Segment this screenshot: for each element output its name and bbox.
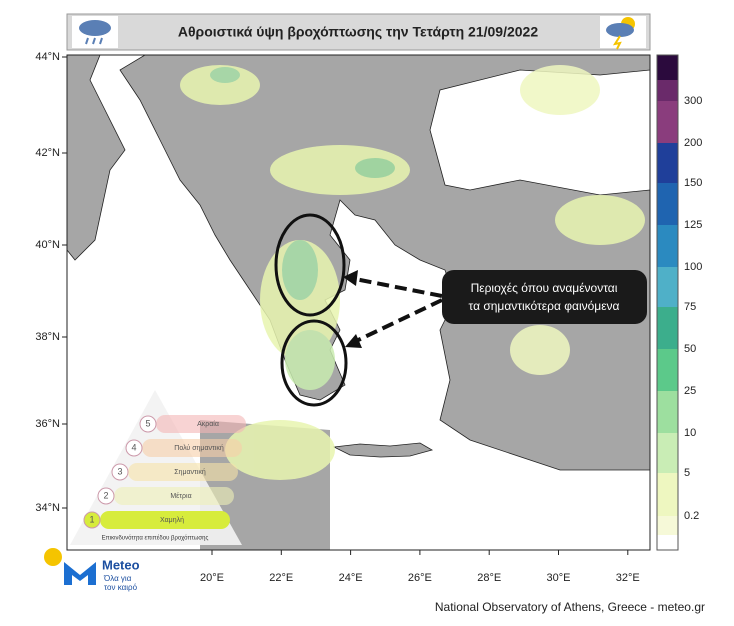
arrow-head: [343, 270, 358, 286]
colorbar-label: 300: [684, 95, 702, 107]
colorbar-segment: [657, 143, 678, 183]
lat-label: 38°N: [35, 331, 60, 343]
credit: National Observatory of Athens, Greece -…: [435, 600, 705, 614]
highlight-ellipse: [274, 213, 346, 317]
logo-tagline: τον καιρό: [104, 583, 138, 592]
land-italy: [67, 55, 126, 261]
risk-badge: [139, 415, 157, 433]
lat-label: 34°N: [35, 502, 60, 514]
colorbar-label: 100: [684, 261, 702, 273]
risk-number: 3: [117, 466, 122, 476]
risk-bar: [100, 511, 230, 529]
colorbar-label: 75: [684, 301, 696, 313]
lon-label: 22°E: [269, 572, 293, 584]
lon-label: 20°E: [200, 572, 224, 584]
colorbar-segment: [657, 307, 678, 349]
map-title: Αθροιστικά ύψη βροχόπτωσης την Τετάρτη 2…: [178, 24, 538, 40]
risk-label: Ακραία: [197, 420, 219, 428]
risk-label: Σημαντική: [174, 469, 206, 476]
colorbar-segment: [657, 473, 678, 516]
arrow: [351, 298, 443, 345]
highlight-ellipse: [280, 319, 348, 407]
risk-caption: Επικινδυνότητα επιπέδου βροχόπτωσης: [102, 535, 209, 542]
colorbar-label: 150: [684, 177, 702, 189]
map-area: Περιοχές όπου αναμένονται τα σημαντικότε…: [67, 55, 650, 550]
risk-badge: [83, 511, 101, 529]
arrow: [349, 276, 443, 298]
lat-label: 42°N: [35, 147, 60, 159]
colorbar-segment: [657, 183, 678, 225]
logo-name: Meteo: [102, 557, 140, 572]
risk-legend: 5 Ακραία 4 Πολύ σημαντική 3 Σημαντική 2 Μέτρια 1…: [70, 390, 246, 545]
colorbar-segment: [657, 55, 678, 80]
colorbar-segment: [657, 535, 678, 550]
colorbar-label: 5: [684, 467, 690, 479]
annotation-text: Περιοχές όπου αναμένονται: [471, 281, 618, 295]
colorbar-label: 50: [684, 343, 696, 355]
risk-badge: [111, 463, 129, 481]
colorbar-label: 200: [684, 137, 702, 149]
risk-bar: [114, 487, 234, 505]
colorbar-label: 10: [684, 427, 696, 439]
colorbar-segment: [657, 516, 678, 535]
logo-tagline: Όλα για: [103, 574, 132, 583]
risk-number: 4: [131, 442, 136, 452]
colorbar-label: 25: [684, 385, 696, 397]
risk-label: Χαμηλή: [160, 517, 184, 524]
storm-icon: [600, 16, 646, 50]
colorbar-segment: [657, 349, 678, 391]
lat-label: 40°N: [35, 239, 60, 251]
lat-label: 44°N: [35, 51, 60, 63]
lat-label: 36°N: [35, 418, 60, 430]
colorbar-segment: [657, 101, 678, 143]
colorbar-segment: [657, 391, 678, 433]
land-crete: [332, 442, 434, 458]
title-bar: [66, 13, 651, 51]
annotation-text: τα σημαντικότερα φαινόμενα: [469, 299, 620, 313]
arrow-head: [345, 334, 362, 348]
colorbar-segment: [657, 267, 678, 307]
colorbar-segment: [657, 433, 678, 473]
colorbar-label: 0.2: [684, 510, 699, 522]
lon-label: 32°E: [616, 572, 640, 584]
risk-bar: [156, 415, 246, 433]
colorbar-label: 125: [684, 219, 702, 231]
rain-patches: [180, 65, 645, 480]
lon-label: 28°E: [477, 572, 501, 584]
lon-label: 24°E: [339, 572, 363, 584]
colorbar-segment: [657, 80, 678, 101]
risk-bar: [142, 439, 242, 457]
colorbar: 300 200 150 125 100 75 50 25 10 5 0.2: [656, 54, 702, 551]
logo: Meteo Όλα για τον καιρό: [44, 548, 140, 592]
risk-number: 5: [145, 418, 150, 428]
colorbar-segment: [657, 225, 678, 267]
colorbar-frame: [656, 54, 679, 551]
risk-label: Πολύ σημαντική: [174, 444, 224, 452]
map-frame: [66, 54, 651, 551]
risk-number: 2: [103, 490, 108, 500]
risk-badge: [97, 487, 115, 505]
risk-label: Μέτρια: [170, 492, 191, 500]
risk-badge: [125, 439, 143, 457]
annotation-box: [442, 270, 647, 324]
lon-label: 30°E: [547, 572, 571, 584]
lon-label: 26°E: [408, 572, 432, 584]
risk-number: 1: [89, 514, 94, 524]
rain-icon: [72, 16, 118, 48]
risk-bar: [128, 463, 238, 481]
